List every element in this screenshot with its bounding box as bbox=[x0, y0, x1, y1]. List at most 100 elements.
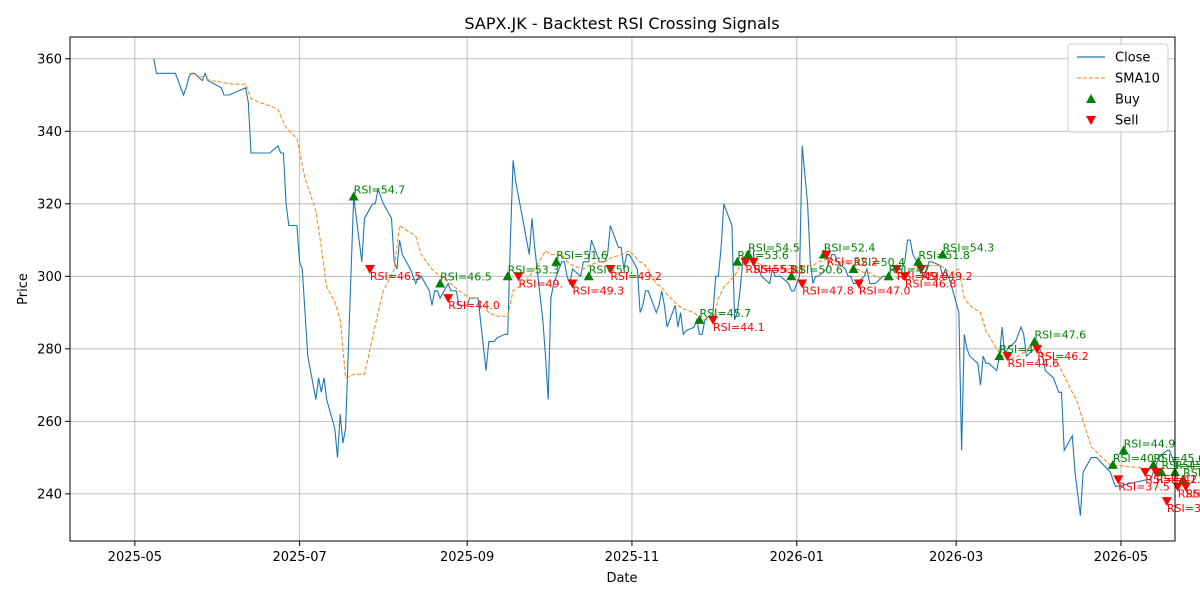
buy-rsi-label: RSI=45.5 bbox=[1161, 459, 1200, 472]
sma10-series-line bbox=[188, 72, 1175, 469]
sell-marker bbox=[853, 279, 864, 289]
sell-marker bbox=[1032, 344, 1043, 354]
buy-rsi-label: RSI=50. bbox=[589, 263, 634, 276]
legend-entry-close: Close bbox=[1077, 51, 1150, 66]
legend-label: Buy bbox=[1115, 93, 1140, 108]
buy-rsi-label: RSI=52.4 bbox=[824, 242, 876, 255]
sell-marker bbox=[740, 257, 751, 267]
signal-markers bbox=[348, 191, 1191, 507]
y-tick-label: 280 bbox=[37, 342, 62, 357]
sell-marker bbox=[443, 294, 454, 304]
sell-marker bbox=[1002, 352, 1013, 362]
buy-marker bbox=[994, 351, 1005, 361]
y-tick-label: 240 bbox=[37, 487, 62, 502]
signal-annotations: RSI=54.7RSI=46.5RSI=53.3RSI=51.6RSI=50.R… bbox=[354, 184, 1200, 516]
sell-rsi-label: RSI=46.8 bbox=[905, 277, 957, 290]
buy-marker bbox=[1178, 474, 1189, 484]
sell-rsi-label: RSI=47.8 bbox=[802, 285, 854, 298]
sell-rsi-label: RSI=44.0 bbox=[448, 299, 500, 312]
buy-marker bbox=[1148, 459, 1159, 469]
close-series-line bbox=[153, 58, 1176, 516]
y-tick-label: 260 bbox=[37, 415, 62, 430]
sell-marker bbox=[513, 272, 524, 282]
x-tick-label: 2025-09 bbox=[440, 550, 494, 565]
grid bbox=[70, 37, 1175, 541]
x-tick-label: 2026-03 bbox=[929, 550, 983, 565]
buy-rsi-label: RSI=47. bbox=[889, 263, 934, 276]
buy-rsi-label: RSI=54.5 bbox=[748, 242, 800, 255]
buy-marker bbox=[551, 256, 562, 266]
sell-marker bbox=[891, 265, 902, 275]
sell-marker bbox=[708, 315, 719, 325]
sell-rsi-label: RSI=53.1 bbox=[754, 263, 806, 276]
sell-marker bbox=[821, 250, 832, 260]
legend: Close SMA10 Buy Sell bbox=[1067, 43, 1169, 133]
x-tick-label: 2026-01 bbox=[770, 550, 824, 565]
x-tick-label: 2025-11 bbox=[605, 550, 659, 565]
buy-marker bbox=[694, 314, 705, 324]
buy-marker bbox=[435, 278, 446, 288]
buy-marker bbox=[937, 249, 948, 259]
sell-rsi-label: RSI=42.1 bbox=[1156, 473, 1200, 486]
buy-rsi-label: RSI=53.6 bbox=[737, 249, 789, 262]
sell-rsi-label: RSI=49.2 bbox=[610, 270, 662, 283]
sell-marker bbox=[1180, 482, 1191, 492]
legend-label: Close bbox=[1115, 51, 1150, 66]
buy-rsi-label: RSI=44.9 bbox=[1124, 437, 1176, 450]
sell-marker bbox=[605, 265, 616, 275]
sell-marker bbox=[797, 279, 808, 289]
buy-marker bbox=[1156, 467, 1167, 477]
sell-rsi-label: RSI=44.1 bbox=[1145, 473, 1197, 486]
sell-rsi-label: RSI=49. bbox=[518, 277, 563, 290]
buy-rsi-label: RSI=54.3 bbox=[943, 242, 995, 255]
y-axis-label: Price bbox=[16, 273, 31, 305]
y-tick-label: 320 bbox=[37, 197, 62, 212]
buy-rsi-label: RSI=46.5 bbox=[440, 271, 492, 284]
x-tick-label: 2025-07 bbox=[272, 550, 326, 565]
chart-title: SAPX.JK - Backtest RSI Crossing Signals bbox=[464, 14, 779, 33]
sell-rsi-label: RSI=40.9 bbox=[1178, 488, 1200, 501]
buy-rsi-label: RSI=4 bbox=[999, 343, 1033, 356]
sell-marker bbox=[916, 265, 927, 275]
legend-entry-sell: Sell bbox=[1086, 114, 1138, 129]
x-tick-label: 2026-05 bbox=[1094, 550, 1148, 565]
sell-rsi-label: RSI=52.2 bbox=[826, 256, 878, 269]
x-axis-label: Date bbox=[606, 571, 637, 586]
sell-rsi-label: RSI=49.2 bbox=[921, 270, 973, 283]
y-tick-label: 340 bbox=[37, 125, 62, 140]
buy-marker bbox=[1029, 336, 1040, 346]
sell-rsi-label: RSI=46.2 bbox=[1037, 350, 1089, 363]
buy-rsi-label: RSI=40.0 bbox=[1113, 452, 1165, 465]
legend-sell-swatch bbox=[1086, 116, 1096, 125]
buy-marker bbox=[786, 271, 797, 281]
sell-marker bbox=[1161, 497, 1172, 507]
x-tick-label: 2025-05 bbox=[108, 550, 162, 565]
legend-entry-buy: Buy bbox=[1086, 93, 1140, 108]
buy-marker bbox=[1118, 445, 1129, 455]
buy-marker bbox=[502, 271, 513, 281]
legend-label: SMA10 bbox=[1115, 72, 1160, 87]
sell-marker bbox=[567, 279, 578, 289]
legend-entry-sma10: SMA10 bbox=[1077, 72, 1160, 87]
plot-frame bbox=[69, 36, 1176, 542]
sell-rsi-label: RSI=37.5 bbox=[1118, 480, 1170, 493]
buy-rsi-label: RSI=53.3 bbox=[508, 263, 560, 276]
buy-marker bbox=[913, 256, 924, 266]
buy-rsi-label: RSI=50.4 bbox=[853, 256, 905, 269]
buy-marker bbox=[743, 249, 754, 259]
buy-marker bbox=[883, 271, 894, 281]
legend-label: Sell bbox=[1115, 114, 1138, 129]
plot-area bbox=[153, 58, 1176, 516]
buy-rsi-label: RSI=51.8 bbox=[918, 249, 970, 262]
sell-rsi-label: RSI=44.6 bbox=[1007, 357, 1059, 370]
y-tick-label: 360 bbox=[37, 52, 62, 67]
sell-rsi-label: RSI=49.3 bbox=[573, 285, 625, 298]
y-tick-label: 300 bbox=[37, 270, 62, 285]
buy-rsi-label: RSI=45.7 bbox=[699, 307, 751, 320]
sell-rsi-label: RSI=46.5 bbox=[370, 270, 422, 283]
buy-rsi-label: RSI=46.0 bbox=[1183, 466, 1200, 479]
sell-marker bbox=[748, 257, 759, 267]
buy-marker bbox=[348, 191, 359, 201]
